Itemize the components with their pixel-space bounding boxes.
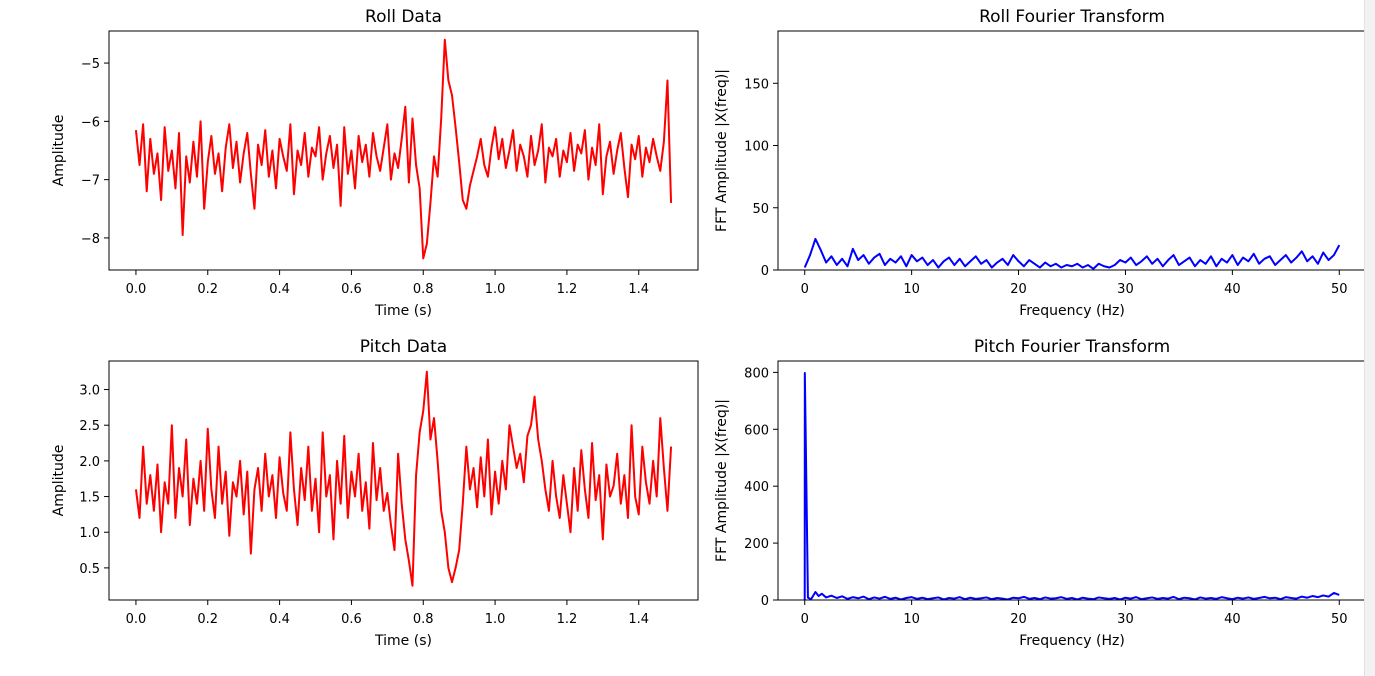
y-tick-label: 2.0 [79, 455, 100, 470]
x-tick-label: 1.0 [485, 612, 506, 627]
pitch-fft-panel: 0 10 20 30 40 50 0 200 400 600 800 Pitch Fourier Tr… [714, 337, 1365, 649]
y-tick-label: −6 [81, 115, 100, 130]
axes-frame [108, 360, 699, 601]
chart-title: Pitch Data [360, 337, 447, 357]
x-tick-label: 1.4 [628, 612, 649, 627]
x-tick-label: 10 [903, 612, 920, 627]
y-tick-label: 2.5 [79, 419, 100, 434]
axes-frame [108, 30, 699, 271]
roll-fft-panel: 0 10 20 30 40 50 0 50 100 150 Roll Fourier Transfo… [714, 7, 1365, 319]
y-tick-label: 1.5 [79, 491, 100, 506]
chart-title: Roll Data [365, 7, 442, 27]
x-tick-label: 0.4 [269, 612, 290, 627]
x-tick-label: 50 [1331, 282, 1348, 297]
y-axis-label: FFT Amplitude |X(freq)| [714, 69, 730, 232]
x-axis-label: Time (s) [374, 303, 432, 319]
x-tick-label: 40 [1224, 282, 1241, 297]
x-tick-label: 20 [1010, 282, 1027, 297]
axes-frame [777, 30, 1365, 271]
y-tick-label: 0 [761, 264, 769, 279]
y-tick-label: 400 [744, 480, 769, 495]
x-tick-label: 0.2 [197, 282, 218, 297]
data-line [803, 237, 1341, 270]
x-tick-label: 0.8 [413, 612, 434, 627]
y-tick-label: 150 [744, 77, 769, 92]
pitch-data-panel: 0.0 0.2 0.4 0.6 0.8 1.0 1.2 1.4 0.5 1.0 1.5 2.0 2.5 3… [51, 337, 699, 649]
roll-data-panel: 0.0 0.2 0.4 0.6 0.8 1.0 1.2 1.4 −5 −6 −7 −8 Roll Dat… [51, 7, 699, 319]
x-tick-label: 40 [1224, 612, 1241, 627]
y-axis-label: Amplitude [51, 115, 67, 187]
y-tick-label: 0 [761, 594, 769, 609]
y-tick-label: 0.5 [79, 562, 100, 577]
x-tick-label: 1.2 [557, 612, 578, 627]
y-tick-label: 100 [744, 140, 769, 155]
x-axis-label: Time (s) [374, 633, 432, 649]
data-line [803, 371, 1340, 600]
y-tick-label: 600 [744, 423, 769, 438]
y-tick-label: −8 [81, 232, 100, 247]
x-tick-label: 1.2 [557, 282, 578, 297]
x-axis-label: Frequency (Hz) [1019, 633, 1125, 649]
y-tick-label: 800 [744, 366, 769, 381]
x-tick-label: 30 [1117, 612, 1134, 627]
x-tick-label: 50 [1331, 612, 1348, 627]
y-tick-label: 200 [744, 537, 769, 552]
axes-frame [777, 360, 1365, 601]
x-tick-label: 0.6 [341, 612, 362, 627]
chart-title: Pitch Fourier Transform [974, 337, 1170, 357]
x-tick-label: 0.8 [413, 282, 434, 297]
x-tick-label: 1.0 [485, 282, 506, 297]
x-tick-label: 1.4 [628, 282, 649, 297]
x-tick-label: 0.4 [269, 282, 290, 297]
y-axis-label: FFT Amplitude |X(freq)| [714, 399, 730, 562]
y-tick-label: −5 [81, 57, 100, 72]
x-tick-label: 0.0 [126, 282, 147, 297]
y-axis-label: Amplitude [51, 445, 67, 517]
x-axis-label: Frequency (Hz) [1019, 303, 1125, 319]
y-tick-label: −7 [81, 174, 100, 189]
data-line [134, 370, 673, 587]
x-tick-label: 0 [801, 282, 809, 297]
x-tick-label: 0.0 [126, 612, 147, 627]
chart-title: Roll Fourier Transform [979, 7, 1165, 27]
x-tick-label: 20 [1010, 612, 1027, 627]
data-line [134, 38, 673, 260]
y-tick-label: 3.0 [79, 384, 100, 399]
window-scrollbar[interactable] [1364, 0, 1375, 676]
x-tick-label: 0.2 [197, 612, 218, 627]
x-tick-label: 0.6 [341, 282, 362, 297]
y-tick-label: 1.0 [79, 526, 100, 541]
x-tick-label: 30 [1117, 282, 1134, 297]
x-tick-label: 10 [903, 282, 920, 297]
y-tick-label: 50 [752, 202, 769, 217]
x-tick-label: 0 [801, 612, 809, 627]
